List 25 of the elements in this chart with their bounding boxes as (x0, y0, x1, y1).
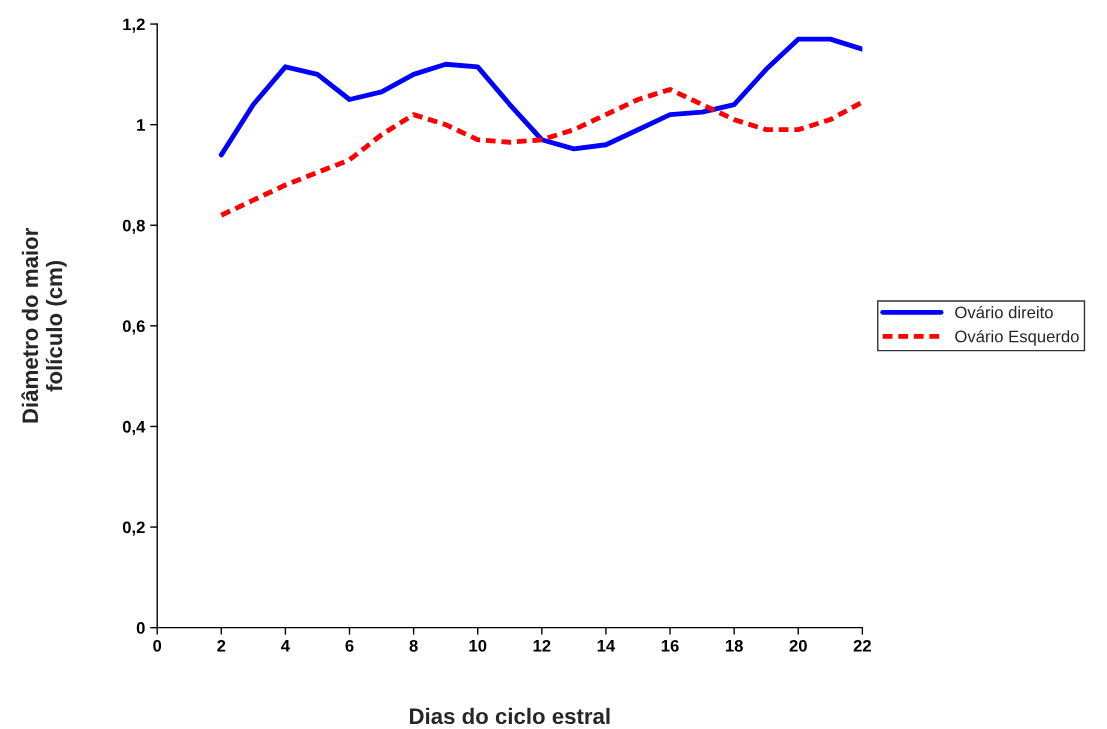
y-axis-title: Diâmetro do maior folículo (cm) (21, 228, 67, 423)
x-tick-label: 14 (597, 640, 616, 652)
x-tick-label: 20 (789, 639, 807, 652)
x-tick-label: 12 (533, 639, 551, 652)
x-tick-label: 18 (725, 639, 743, 652)
line-series (218, 87, 863, 218)
y-tick-label: 0 (136, 622, 145, 634)
x-tick-label: 10 (469, 639, 487, 652)
y-tick-label: 0,6 (122, 320, 145, 335)
y-tick-label: 1,2 (123, 18, 145, 33)
legend-label: Ovário direito (955, 305, 1053, 319)
line-series (218, 36, 863, 158)
y-tick-label: 0,4 (122, 420, 146, 436)
x-tick-label: 6 (345, 639, 354, 652)
y-tick-label: 0,2 (122, 521, 145, 536)
x-tick-label: 22 (853, 639, 871, 652)
x-tick-label: 2 (217, 639, 226, 652)
y-tick-label: 0,8 (122, 219, 145, 234)
y-tick-label: 1 (137, 119, 145, 131)
x-tick-label: 4 (281, 640, 290, 652)
x-tick-label: 16 (661, 639, 679, 652)
x-tick-label: 0 (153, 639, 162, 652)
legend-label: Ovário Esquerdo (955, 329, 1079, 346)
x-tick-label: 8 (409, 639, 418, 652)
x-axis-title: Dias do ciclo estral (409, 707, 610, 725)
